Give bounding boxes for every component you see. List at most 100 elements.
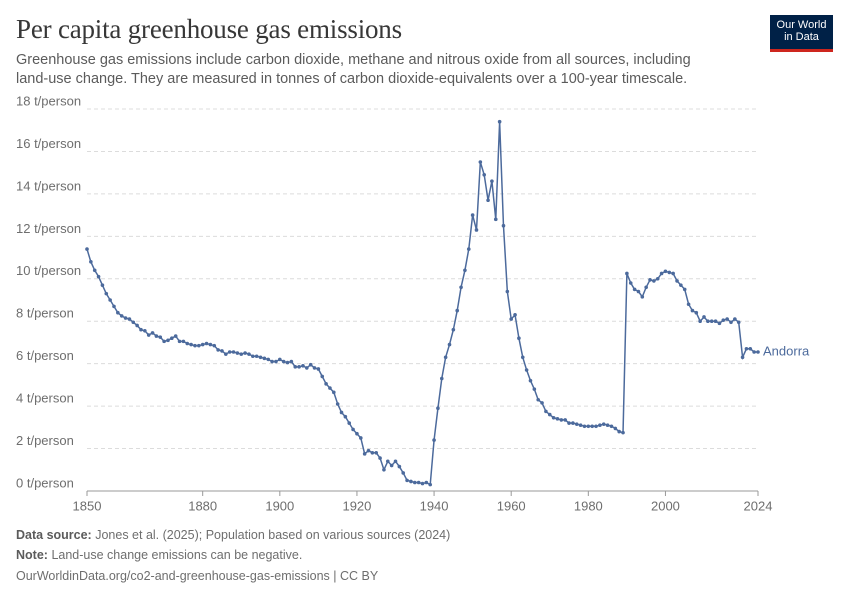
data-point: [729, 320, 733, 325]
data-point: [601, 422, 606, 426]
data-point: [493, 217, 498, 222]
data-point: [231, 350, 236, 354]
data-point: [351, 427, 355, 432]
data-point: [197, 343, 201, 348]
data-point: [393, 459, 398, 464]
data-point: [289, 359, 294, 364]
data-point: [520, 355, 525, 360]
data-point: [135, 323, 139, 328]
data-point: [320, 374, 325, 379]
x-tick-label: 1980: [574, 498, 603, 513]
data-point: [358, 436, 363, 440]
data-point: [100, 283, 105, 287]
data-point: [312, 366, 317, 370]
data-point: [146, 333, 151, 337]
data-point: [501, 223, 506, 228]
data-point: [127, 317, 132, 321]
url[interactable]: OurWorldinData.org/co2-and-greenhouse-ga…: [16, 569, 379, 583]
data-point: [675, 279, 679, 283]
data-point: [459, 285, 463, 290]
x-tick-label: 1920: [342, 498, 371, 513]
data-point: [621, 430, 625, 435]
data-point: [625, 271, 629, 276]
data-point: [659, 271, 664, 276]
y-tick-label: 0 t/person: [16, 475, 74, 490]
data-point: [544, 409, 548, 414]
y-tick-label: 10 t/person: [16, 263, 81, 278]
data-point: [185, 341, 190, 346]
data-point: [752, 350, 756, 354]
data-point: [227, 350, 232, 354]
data-point: [698, 319, 702, 324]
data-point: [436, 406, 440, 411]
data-point: [254, 354, 259, 359]
data-point: [247, 352, 251, 356]
data-point: [116, 310, 120, 315]
data-point: [540, 401, 544, 405]
data-point: [594, 424, 598, 429]
data-point: [374, 451, 379, 455]
data-point: [131, 320, 136, 325]
data-point: [756, 350, 760, 354]
y-tick-label: 4 t/person: [16, 391, 74, 406]
data-point: [679, 283, 683, 287]
data-point: [85, 247, 89, 251]
note: Note: Land-use change emissions can be n…: [16, 548, 302, 562]
data-point: [652, 279, 656, 283]
data-point: [648, 278, 652, 282]
data-point: [532, 387, 537, 391]
data-point: [158, 335, 163, 339]
data-point: [239, 352, 244, 356]
series-line: [86, 121, 758, 486]
data-point: [466, 247, 471, 251]
data-point: [574, 422, 579, 426]
data-point: [412, 480, 417, 485]
data-point: [308, 362, 313, 367]
data-point: [733, 317, 737, 321]
chart-subtitle: Greenhouse gas emissions include carbon …: [16, 52, 691, 87]
x-tick-label: 1880: [188, 498, 217, 513]
data-point: [112, 304, 116, 309]
data-point: [690, 308, 695, 313]
data-point: [301, 363, 305, 368]
data-point: [235, 351, 240, 355]
data-point: [324, 382, 328, 386]
data-point: [220, 349, 224, 353]
data-point: [706, 319, 710, 324]
data-point: [173, 334, 178, 338]
data-point: [598, 423, 602, 428]
data-point: [478, 160, 483, 164]
data-point: [636, 289, 641, 294]
data-point: [439, 376, 444, 381]
x-tick-label: 1850: [73, 498, 102, 513]
data-point: [524, 368, 529, 372]
data-point: [455, 308, 460, 313]
data-point: [443, 355, 448, 360]
x-tick-label: 1960: [497, 498, 526, 513]
data-point: [212, 343, 217, 348]
x-tick-label: 1940: [420, 498, 449, 513]
data-point: [748, 347, 753, 351]
data-point: [567, 421, 571, 425]
y-tick-label: 18 t/person: [16, 93, 81, 108]
data-point: [447, 342, 452, 347]
logo[interactable]: Our World in Data: [770, 15, 833, 52]
data-point: [401, 471, 406, 475]
data-point: [258, 355, 263, 360]
data-point: [609, 424, 614, 429]
data-point: [416, 480, 421, 485]
data-point: [686, 302, 691, 307]
data-point: [671, 271, 675, 276]
data-point: [162, 339, 166, 344]
data-point: [582, 424, 587, 429]
data-point: [339, 410, 344, 415]
data-point: [266, 357, 271, 362]
data-point: [640, 295, 645, 299]
logo-line: Our World: [776, 19, 827, 31]
series-label: Andorra: [763, 343, 810, 358]
data-point: [709, 319, 714, 324]
data-point: [555, 417, 560, 421]
data-point: [528, 378, 533, 383]
data-point: [509, 317, 513, 321]
